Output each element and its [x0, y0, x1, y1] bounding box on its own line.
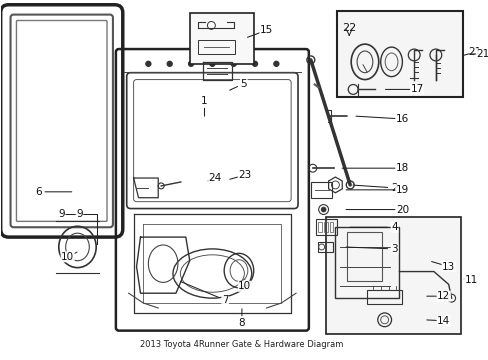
Circle shape — [231, 61, 236, 66]
Bar — [325, 217, 461, 334]
Text: 2013 Toyota 4Runner Gate & Hardware Diagram: 2013 Toyota 4Runner Gate & Hardware Diag… — [140, 340, 343, 349]
Bar — [335, 227, 399, 298]
Text: 14: 14 — [436, 316, 449, 326]
Circle shape — [321, 207, 325, 212]
Text: 8: 8 — [238, 318, 244, 328]
Text: 10: 10 — [238, 281, 251, 291]
Circle shape — [252, 61, 257, 66]
Bar — [329, 222, 333, 232]
Text: 17: 17 — [410, 85, 423, 94]
Text: 15: 15 — [259, 25, 273, 35]
Bar — [366, 290, 402, 304]
Text: 7: 7 — [222, 295, 228, 305]
Bar — [197, 40, 235, 54]
Text: 22: 22 — [342, 23, 356, 33]
Text: 11: 11 — [464, 275, 477, 285]
Text: 24: 24 — [208, 173, 222, 183]
Text: 18: 18 — [395, 163, 408, 173]
Text: 19: 19 — [395, 185, 408, 195]
Text: 21: 21 — [468, 47, 481, 57]
Text: 6: 6 — [35, 187, 41, 197]
Circle shape — [273, 61, 278, 66]
Bar — [317, 242, 333, 252]
Bar — [315, 219, 337, 235]
Text: 2: 2 — [390, 183, 397, 193]
Text: 9: 9 — [76, 210, 82, 220]
Bar — [310, 182, 332, 198]
Bar — [323, 222, 327, 232]
Text: 21: 21 — [475, 49, 488, 59]
Text: 10: 10 — [61, 252, 74, 262]
Bar — [317, 222, 321, 232]
Bar — [189, 13, 253, 64]
Text: 9: 9 — [58, 210, 65, 220]
Circle shape — [167, 61, 172, 66]
Text: 20: 20 — [395, 204, 408, 215]
Text: 12: 12 — [436, 291, 449, 301]
Circle shape — [145, 61, 150, 66]
Bar — [346, 232, 381, 282]
Bar — [337, 11, 463, 97]
Text: 1: 1 — [201, 96, 207, 106]
Circle shape — [209, 61, 214, 66]
Text: 5: 5 — [240, 78, 246, 89]
Text: 4: 4 — [390, 222, 397, 232]
Text: 13: 13 — [441, 262, 454, 272]
Text: 23: 23 — [238, 170, 251, 180]
Text: 16: 16 — [395, 114, 408, 124]
Text: 3: 3 — [390, 244, 397, 254]
Circle shape — [188, 61, 193, 66]
